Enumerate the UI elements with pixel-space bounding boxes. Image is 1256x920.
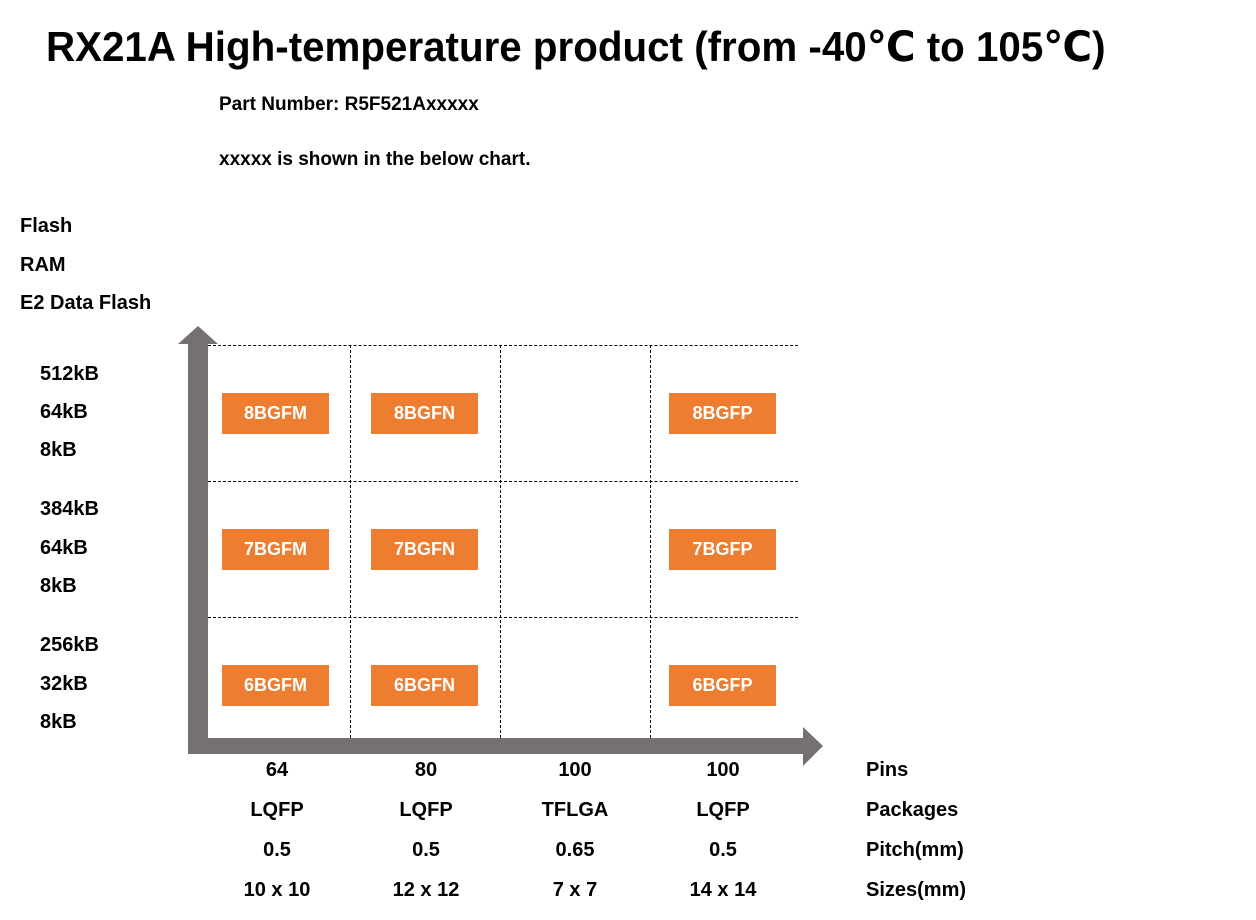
row2-flash: 256kB: [40, 634, 99, 656]
col2-package: TFLGA: [541, 799, 609, 821]
col1-package: LQFP: [399, 799, 453, 821]
y-axis-label-ram: RAM: [20, 254, 66, 276]
grid-line-h0: [208, 345, 798, 346]
col2-size: 7 x 7: [552, 879, 598, 901]
x-axis-label-pitch: Pitch(mm): [866, 839, 964, 861]
y-axis-label-e2: E2 Data Flash: [20, 292, 152, 314]
y-axis-arrow-shaft: [188, 340, 208, 754]
y-axis-arrowhead-icon: [178, 326, 218, 344]
y-axis-label-flash: Flash: [20, 215, 73, 237]
row1-flash: 384kB: [40, 498, 99, 520]
part-box-8bgfp: 8BGFP: [669, 393, 776, 434]
col1-pitch: 0.5: [412, 839, 440, 861]
col0-pitch: 0.5: [263, 839, 291, 861]
note-text: xxxxx is shown in the below chart.: [219, 149, 531, 170]
col1-size: 12 x 12: [392, 879, 460, 901]
part-box-7bgfp: 7BGFP: [669, 529, 776, 570]
col0-package: LQFP: [250, 799, 304, 821]
part-box-7bgfn: 7BGFN: [371, 529, 478, 570]
col3-package: LQFP: [696, 799, 750, 821]
row0-e2: 8kB: [40, 439, 77, 461]
page-title: RX21A High-temperature product (from -40…: [46, 23, 1106, 70]
part-box-6bgfp: 6BGFP: [669, 665, 776, 706]
part-box-6bgfn: 6BGFN: [371, 665, 478, 706]
col2-pitch: 0.65: [555, 839, 595, 861]
grid-line-v1: [500, 345, 501, 738]
col3-pitch: 0.5: [709, 839, 737, 861]
part-box-8bgfm: 8BGFM: [222, 393, 329, 434]
row2-e2: 8kB: [40, 711, 77, 733]
part-number-text: Part Number: R5F521Axxxxx: [219, 94, 479, 115]
part-box-6bgfm: 6BGFM: [222, 665, 329, 706]
row0-ram: 64kB: [40, 401, 88, 423]
row2-ram: 32kB: [40, 673, 88, 695]
row1-ram: 64kB: [40, 537, 88, 559]
grid-line-h1: [208, 481, 798, 482]
col1-pins: 80: [414, 759, 438, 781]
x-axis-label-sizes: Sizes(mm): [866, 879, 967, 901]
grid-line-h2: [208, 617, 798, 618]
col0-pins: 64: [265, 759, 289, 781]
part-box-8bgfn: 8BGFN: [371, 393, 478, 434]
x-axis-label-packages: Packages: [866, 799, 959, 821]
part-box-7bgfm: 7BGFM: [222, 529, 329, 570]
row0-flash: 512kB: [40, 363, 99, 385]
col3-size: 14 x 14: [689, 879, 757, 901]
col3-pins: 100: [706, 759, 740, 781]
grid-line-v2: [650, 345, 651, 738]
x-axis-arrow-shaft: [188, 738, 806, 754]
x-axis-label-pins: Pins: [866, 759, 909, 781]
grid-line-v0: [350, 345, 351, 738]
x-axis-arrowhead-icon: [803, 727, 823, 766]
col2-pins: 100: [558, 759, 592, 781]
col0-size: 10 x 10: [243, 879, 311, 901]
row1-e2: 8kB: [40, 575, 77, 597]
